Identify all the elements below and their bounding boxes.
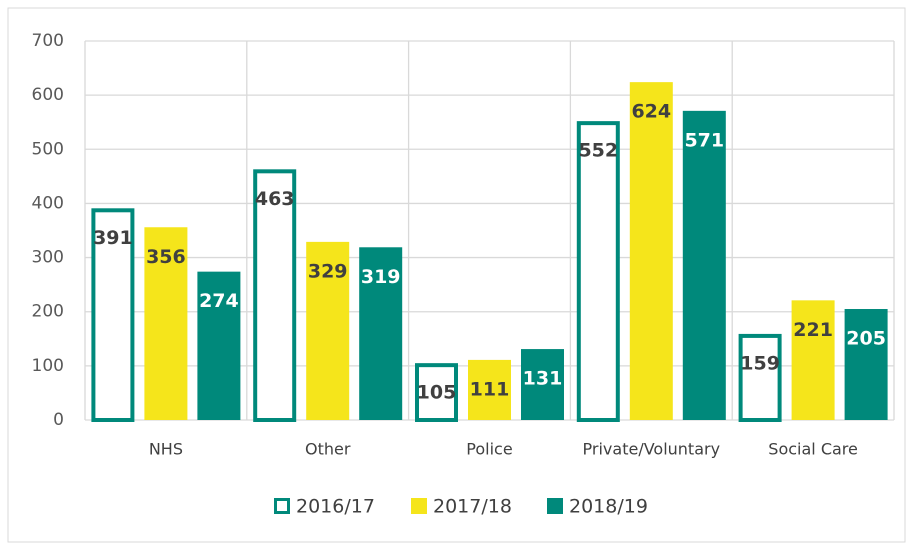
data-label: 274: [199, 290, 239, 312]
y-tick-label: 500: [32, 139, 64, 159]
bar: [144, 227, 188, 420]
legend-label: 2018/19: [569, 496, 648, 518]
bar: [844, 309, 888, 420]
y-tick-label: 700: [32, 31, 64, 51]
y-tick-label: 0: [53, 410, 64, 430]
data-label: 105: [417, 382, 457, 404]
y-tick-label: 600: [32, 85, 64, 105]
x-tick-label: Private/Voluntary: [583, 440, 721, 459]
data-label: 571: [684, 129, 724, 151]
bar: [359, 247, 403, 420]
bar: [576, 121, 620, 422]
data-label: 221: [793, 319, 833, 341]
bar: [682, 110, 726, 420]
data-label: 391: [93, 227, 133, 249]
bar: [197, 271, 241, 420]
data-label: 131: [523, 368, 563, 390]
bar: [253, 169, 297, 422]
y-tick-label: 400: [32, 193, 64, 213]
chart-border: [7, 7, 906, 543]
data-label: 329: [308, 260, 348, 282]
legend-label: 2016/17: [296, 496, 375, 518]
data-label: 319: [361, 266, 401, 288]
x-tick-label: Other: [305, 440, 351, 459]
y-tick-label: 300: [32, 248, 64, 268]
bar: [415, 363, 458, 422]
bar: [791, 300, 835, 420]
x-tick-label: NHS: [149, 440, 183, 459]
bar: [468, 359, 511, 420]
y-tick-label: 100: [32, 356, 64, 376]
bar: [306, 241, 350, 420]
legend-swatch: [411, 498, 427, 514]
data-label: 552: [578, 140, 618, 162]
bar: [521, 349, 564, 420]
data-label: 205: [846, 328, 886, 350]
data-label: 463: [255, 188, 295, 210]
x-tick-label: Police: [466, 440, 512, 459]
data-label: 356: [146, 246, 186, 268]
bar: [91, 208, 135, 422]
data-label: 624: [631, 101, 671, 123]
bar: [629, 82, 673, 421]
x-tick-label: Social Care: [768, 440, 858, 459]
legend-label: 2017/18: [433, 496, 512, 518]
legend-swatch: [547, 498, 563, 514]
bar: [738, 333, 782, 423]
y-tick-label: 200: [32, 302, 64, 322]
data-label: 111: [470, 378, 510, 400]
data-label: 159: [740, 352, 780, 374]
legend-swatch: [274, 498, 290, 514]
